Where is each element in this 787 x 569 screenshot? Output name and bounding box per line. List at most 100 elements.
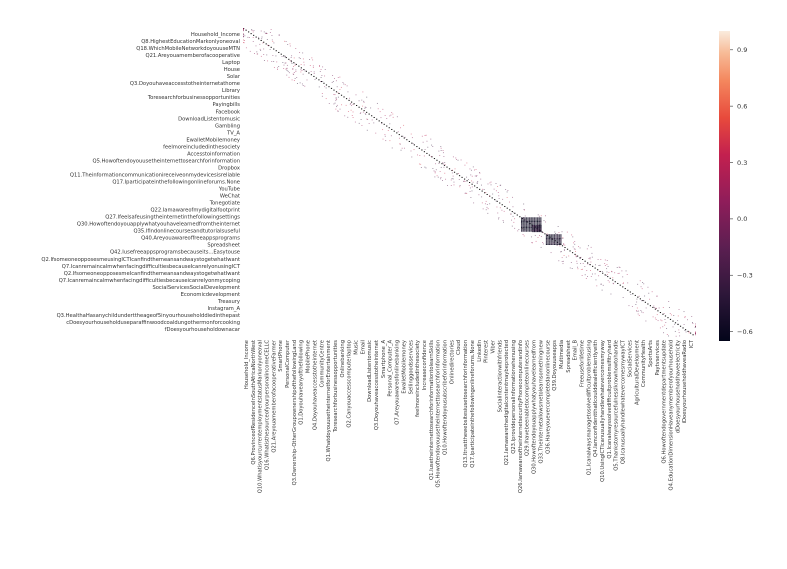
heatmap-cell bbox=[295, 71, 297, 72]
heatmap-cell bbox=[271, 35, 273, 36]
heatmap-cell bbox=[500, 184, 502, 186]
diagonal-cell bbox=[664, 315, 667, 317]
heatmap-block-cell bbox=[545, 241, 548, 243]
heatmap-block-cell bbox=[530, 228, 532, 230]
heatmap-cell bbox=[435, 169, 437, 171]
diagonal-cell bbox=[285, 57, 287, 59]
heatmap-cell bbox=[586, 248, 588, 250]
diagonal-cell bbox=[669, 318, 672, 320]
x-tick-label: Q30.Howoftendoyouapplywhatyouhavelearned… bbox=[532, 340, 538, 474]
heatmap-cell bbox=[467, 179, 469, 180]
heatmap-cell bbox=[573, 248, 575, 250]
heatmap-block-cell bbox=[538, 225, 540, 227]
heatmap-cell bbox=[320, 69, 322, 70]
heatmap-block-cell bbox=[527, 221, 529, 223]
heatmap-block-cell bbox=[520, 230, 523, 232]
heatmap-cell bbox=[657, 320, 659, 322]
heatmap-block-cell bbox=[530, 219, 532, 221]
heatmap-cell bbox=[472, 166, 474, 168]
heatmap-cell bbox=[253, 53, 255, 54]
heatmap-cell bbox=[523, 209, 525, 211]
y-tick-label: Q18.WhichMobileNetworkdoyouuseMTN bbox=[136, 46, 240, 52]
heatmap-cell bbox=[639, 280, 641, 282]
heatmap-cell bbox=[606, 260, 608, 261]
heatmap-cell bbox=[480, 184, 482, 186]
heatmap-cell bbox=[614, 272, 616, 274]
diagonal-cell bbox=[293, 62, 295, 64]
heatmap-block-cell bbox=[525, 218, 528, 220]
heatmap-cell bbox=[588, 258, 590, 259]
heatmap-block-cell bbox=[540, 217, 542, 219]
heatmap-cell bbox=[640, 310, 642, 311]
heatmap-cell bbox=[631, 306, 633, 307]
heatmap-block-cell bbox=[530, 222, 532, 224]
y-tick-label: House bbox=[224, 67, 240, 73]
x-tick-label: Q2.Canyouaccesscomputerlaptop bbox=[347, 339, 353, 427]
heatmap-cell bbox=[560, 251, 562, 253]
heatmap-cell bbox=[563, 249, 565, 251]
heatmap-cell bbox=[295, 48, 297, 49]
heatmap-block-cell bbox=[550, 236, 552, 238]
heatmap-block-cell bbox=[528, 223, 531, 225]
x-tick-label: MobilePhone bbox=[306, 340, 312, 373]
heatmap-block-cell bbox=[560, 234, 562, 236]
heatmap-cell bbox=[566, 231, 568, 233]
heatmap-block-cell bbox=[545, 235, 548, 237]
heatmap-block-cell bbox=[552, 235, 554, 237]
heatmap-cell bbox=[433, 170, 435, 172]
y-tick-label: Q8.HighestEducationMarkonlyoneoval bbox=[141, 39, 240, 45]
heatmap-block-cell bbox=[528, 224, 531, 226]
heatmap-cell bbox=[440, 150, 442, 151]
heatmap-cell bbox=[443, 166, 445, 168]
heatmap-cell bbox=[386, 118, 388, 119]
heatmap-cell bbox=[243, 30, 244, 32]
heatmap-cell bbox=[366, 129, 368, 131]
heatmap-cell bbox=[411, 156, 413, 158]
heatmap-cell bbox=[654, 307, 656, 308]
heatmap-cell bbox=[354, 121, 356, 123]
heatmap-cell bbox=[302, 58, 304, 60]
heatmap-block-cell bbox=[535, 225, 537, 227]
heatmap-block-cell bbox=[536, 219, 539, 221]
heatmap-block-cell bbox=[537, 227, 539, 229]
heatmap-cell bbox=[576, 260, 578, 262]
heatmap-cell bbox=[264, 32, 266, 34]
heatmap-cell bbox=[439, 171, 441, 172]
x-tick-label: Q21.Iamawarethedigitalcontentmaybeprotec… bbox=[504, 340, 510, 465]
colorbar-ticks: 0.9 0.6 0.3 0.0 −0.3 −0.6 bbox=[730, 46, 753, 336]
heatmap-cell bbox=[665, 322, 667, 323]
heatmap-cell bbox=[600, 283, 602, 285]
heatmap-cell bbox=[511, 219, 513, 221]
heatmap-cell bbox=[679, 335, 681, 337]
heatmap-cell bbox=[678, 329, 680, 331]
colorbar-tick-label: −0.3 bbox=[737, 272, 753, 280]
heatmap-cell bbox=[487, 183, 489, 185]
heatmap-cell bbox=[643, 283, 645, 285]
heatmap-cell bbox=[571, 268, 573, 269]
heatmap-cell bbox=[412, 143, 414, 145]
heatmap-cell bbox=[642, 312, 644, 314]
heatmap-cell bbox=[344, 115, 346, 117]
diagonal-cell bbox=[463, 178, 466, 180]
x-tick-label: iDoesyourhouseholdhaveaRadio bbox=[682, 340, 688, 423]
heatmap-cell bbox=[606, 271, 608, 273]
diagonal-cell bbox=[396, 132, 398, 134]
heatmap-cell bbox=[684, 316, 686, 317]
y-tick-label: Q5.Howoftendoyouusetheinternettosearchfo… bbox=[93, 158, 241, 164]
diagonal-cell bbox=[526, 221, 528, 223]
heatmap-block-cell bbox=[533, 222, 536, 224]
heatmap-cell bbox=[484, 203, 486, 205]
heatmap-cell bbox=[387, 130, 389, 131]
heatmap-cell bbox=[640, 286, 642, 288]
heatmap-block-cell bbox=[535, 221, 537, 223]
heatmap-cell bbox=[272, 41, 274, 42]
heatmap-block-cell bbox=[524, 219, 526, 221]
diagonal-cell bbox=[363, 110, 365, 112]
heatmap-cell bbox=[455, 157, 457, 159]
heatmap-block-cell bbox=[528, 221, 531, 223]
heatmap-cell bbox=[570, 262, 572, 263]
heatmap-cell bbox=[560, 251, 562, 253]
diagonal-cell bbox=[258, 38, 260, 40]
heatmap-block-cell bbox=[527, 230, 529, 232]
x-tick-label: Q10.WhatisyourcurrentemploymentstatusMar… bbox=[258, 340, 264, 493]
